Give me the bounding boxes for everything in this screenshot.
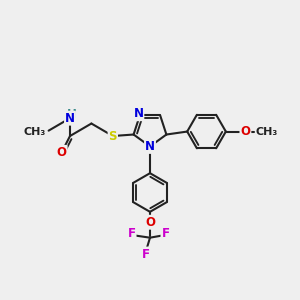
Text: CH₃: CH₃: [255, 127, 278, 136]
Text: S: S: [109, 130, 117, 142]
Text: O: O: [240, 125, 250, 138]
Text: F: F: [142, 248, 149, 260]
Text: N: N: [145, 140, 155, 153]
Text: O: O: [145, 216, 155, 229]
Text: N: N: [65, 112, 75, 125]
Text: O: O: [57, 146, 67, 159]
Text: CH₃: CH₃: [23, 127, 46, 137]
Text: F: F: [161, 227, 169, 240]
Text: H: H: [67, 108, 76, 121]
Text: N: N: [134, 107, 143, 120]
Text: F: F: [128, 227, 136, 240]
